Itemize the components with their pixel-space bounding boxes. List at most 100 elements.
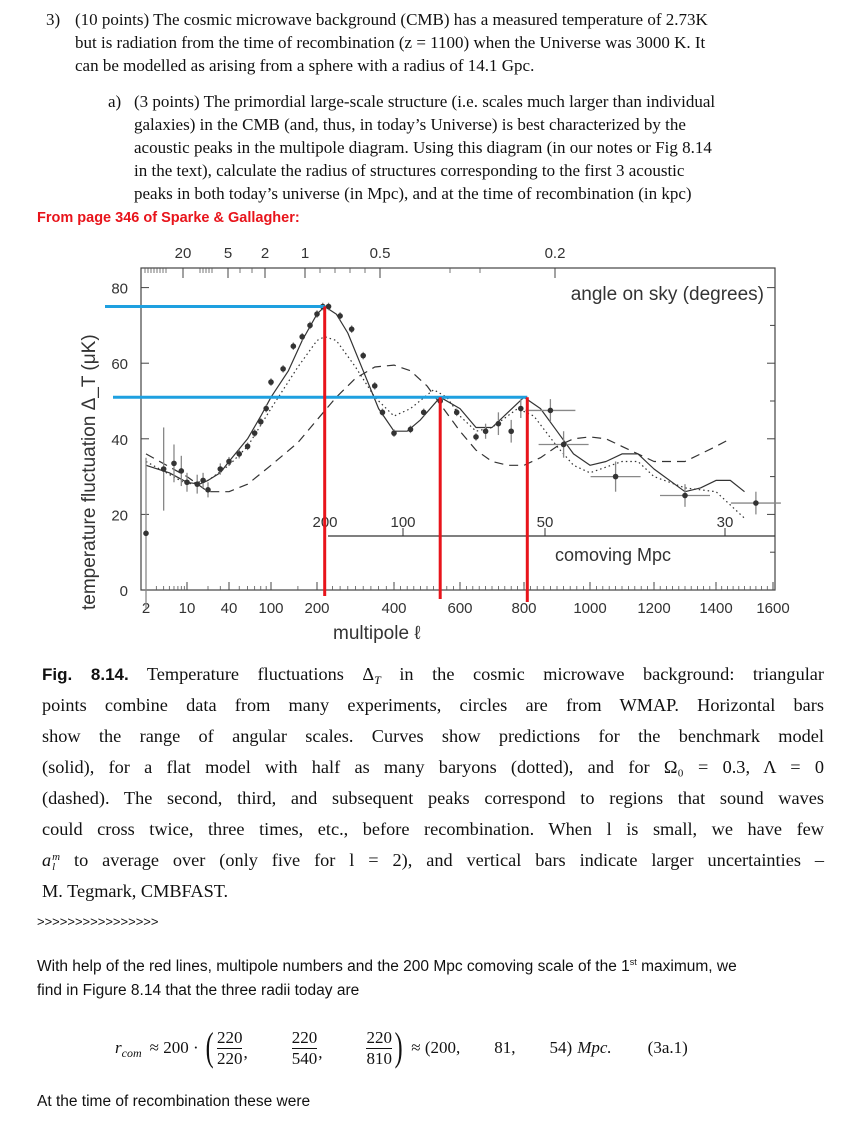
answer-line: At the time of recombination these were: [37, 1093, 311, 1110]
caption-line: (solid), for a flat model with half as m…: [42, 757, 824, 777]
data-point: [263, 405, 269, 412]
caption-line: could cross twice, three times, etc., be…: [42, 819, 824, 839]
data-point: [236, 451, 243, 457]
eq-den: 810: [366, 1048, 392, 1068]
separator: >>>>>>>>>>>>>>>>: [37, 914, 159, 929]
caption-math-sub: l: [52, 860, 56, 873]
caption-text: in the cosmic microwave background: tria…: [380, 664, 824, 684]
eq-value: 81,: [494, 1038, 516, 1057]
x-tick-label: 600: [447, 600, 472, 617]
top-tick-label: 20: [175, 245, 192, 262]
x-tick-label: 1200: [637, 600, 670, 617]
data-point: [194, 481, 200, 487]
data-point: [178, 468, 185, 474]
x-tick-label: 10: [179, 600, 196, 617]
x-tick-label: 100: [258, 600, 283, 617]
cmb-power-spectrum-chart: 0 20 40 60 80 2 10 40 100 200 400 600 800 1000 1200 140…: [79, 245, 790, 644]
comoving-tick-label: 30: [717, 514, 734, 531]
part-a-line: (3 points) The primordial large-scale st…: [134, 92, 716, 111]
data-point: [217, 466, 224, 472]
data-point: [518, 405, 524, 412]
data-point: [379, 409, 386, 416]
data-point: [200, 477, 206, 484]
data-point: [371, 383, 378, 389]
data-point: [244, 443, 251, 450]
curve-dotted: [145, 336, 745, 519]
data-point: [348, 326, 355, 332]
x-tick-label: 1000: [573, 600, 606, 617]
data-point: [251, 430, 258, 436]
eq-paren-close: ): [394, 1023, 403, 1069]
eq-unit: Mpc.: [577, 1038, 612, 1057]
x-tick-label: 1400: [699, 600, 732, 617]
caption-line: (dashed). The second, third, and subsequ…: [42, 788, 824, 808]
comoving-tick-label: 100: [390, 514, 415, 531]
data-point: [314, 311, 320, 317]
data-point: [337, 313, 343, 319]
data-point: [473, 434, 479, 440]
data-point: [612, 473, 619, 480]
data-point: [299, 333, 305, 340]
part-a-line: in the text), calculate the radius of st…: [134, 161, 685, 180]
data-point: [360, 352, 367, 359]
data-point: [547, 407, 554, 414]
x-tick-label: 800: [511, 600, 536, 617]
question-line: (10 points) The cosmic microwave backgro…: [75, 10, 708, 29]
curve-dashed: [145, 364, 731, 493]
comoving-tick-label: 50: [537, 514, 554, 531]
caption-line: points combine data from many experiment…: [42, 695, 824, 715]
data-point: [307, 322, 313, 329]
data-point: [290, 343, 297, 349]
data-point: [205, 487, 211, 493]
caption-line: M. Tegmark, CMBFAST.: [42, 881, 229, 901]
y-axis-label: temperature fluctuation Δ_T (μK): [79, 334, 100, 610]
caption-math: a: [42, 850, 52, 870]
part-a-line: galaxies) in the CMB (and, thus, in toda…: [134, 115, 686, 134]
data-point: [143, 530, 149, 537]
data-point: [495, 420, 502, 427]
eq-num: 220: [216, 1027, 243, 1049]
data-point: [482, 428, 489, 435]
data-point: [420, 409, 427, 416]
curve-solid: [145, 305, 745, 493]
eq-value: ≈ (200,: [411, 1038, 461, 1057]
top-axis-label: angle on sky (degrees): [571, 284, 764, 305]
data-point: [391, 430, 397, 436]
question-line: can be modelled as arising from a sphere…: [75, 56, 535, 75]
part-a-line: acoustic peaks in the multipole diagram.…: [134, 138, 712, 157]
eq-num: 220: [366, 1027, 392, 1049]
top-tick-label: 0.5: [370, 245, 391, 262]
data-point: [682, 492, 688, 499]
data-point: [753, 500, 759, 506]
answer-line: find in Figure 8.14 that the three radii…: [37, 982, 360, 999]
data-point: [184, 479, 190, 486]
eq-lhs: r: [115, 1038, 122, 1057]
eq-paren-open: (: [205, 1023, 214, 1069]
question-number: 3): [46, 10, 61, 29]
part-a-label: a): [108, 92, 122, 111]
answer-text: maximum, we: [636, 958, 737, 975]
eq-approx: ≈ 200 ·: [149, 1038, 199, 1057]
data-point: [407, 426, 414, 433]
data-point: [171, 460, 177, 467]
top-tick-label: 1: [301, 245, 309, 262]
y-tick-label: 40: [111, 432, 128, 449]
equation-3a1: r com ≈ 200 · ( 220 220, 220 540, 220 810 ) …: [115, 1023, 688, 1069]
eq-lhs-sub: com: [121, 1045, 142, 1060]
data-point: [325, 303, 332, 310]
caption-line: Fig. 8.14. Temperature fluctuations ΔT i…: [42, 664, 824, 686]
data-point: [226, 458, 232, 465]
eq-fraction: 220 220: [216, 1027, 243, 1069]
data-point: [280, 366, 286, 372]
eq-den: 540: [291, 1048, 318, 1068]
plot-frame: [140, 267, 776, 591]
caption-text: Temperature fluctuations Δ: [128, 664, 375, 684]
caption-line: show the range of angular scales. Curves…: [42, 726, 824, 746]
x-tick-label: 200: [304, 600, 329, 617]
top-tick-label: 2: [261, 245, 269, 262]
data-point: [453, 409, 460, 416]
data-point: [257, 418, 264, 425]
top-tick-label: 0.2: [545, 245, 566, 262]
